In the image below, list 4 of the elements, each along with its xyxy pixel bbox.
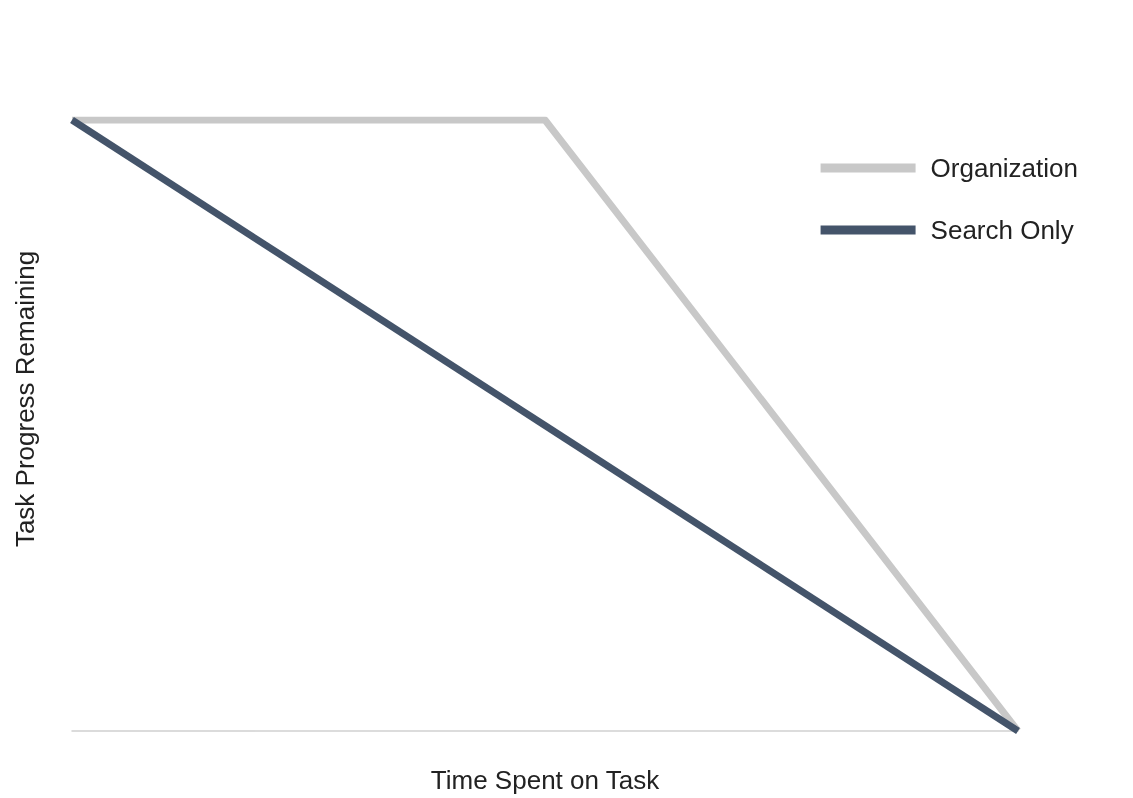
x-axis-title: Time Spent on Task bbox=[430, 765, 661, 795]
y-axis-title: Task Progress Remaining bbox=[10, 250, 40, 548]
legend-label: Organization bbox=[930, 153, 1078, 183]
legend-label: Search Only bbox=[930, 215, 1074, 245]
